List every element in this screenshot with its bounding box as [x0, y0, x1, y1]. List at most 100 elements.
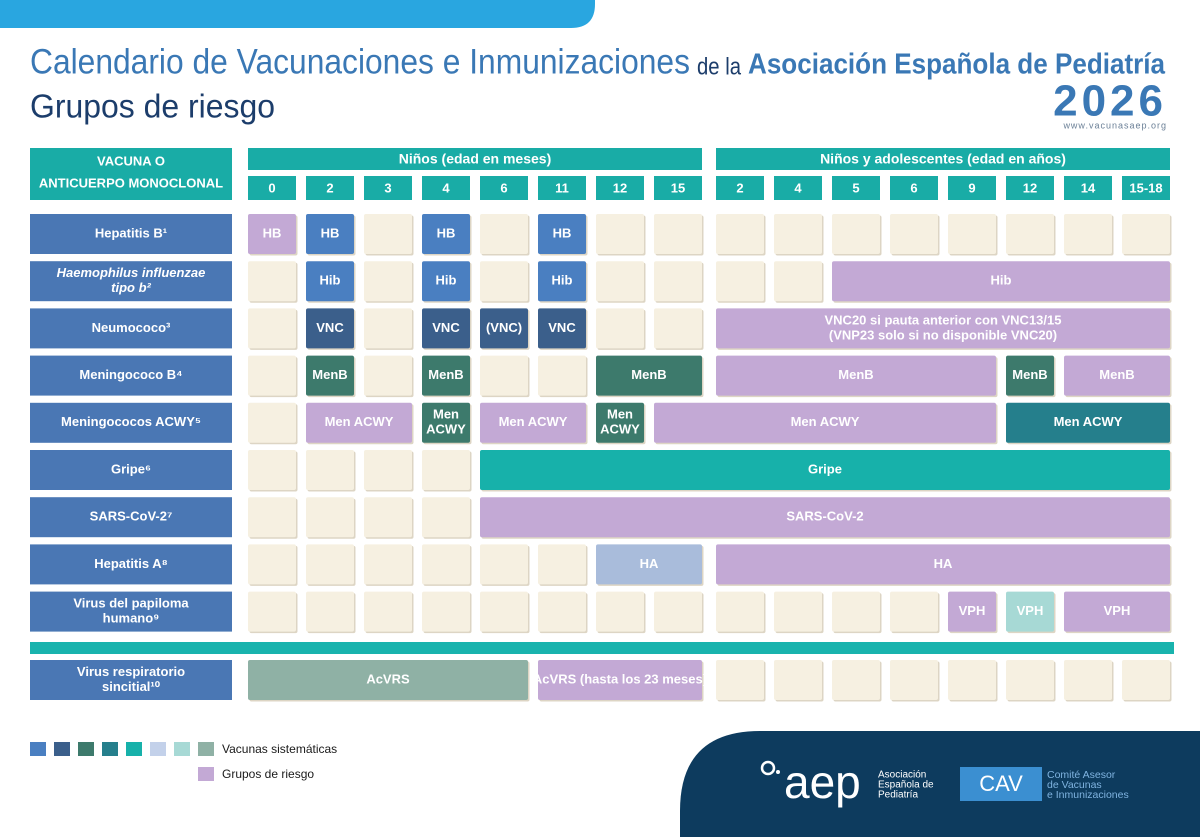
vaccine-label: HB [321, 225, 340, 240]
group-label: Niños (edad en meses) [399, 151, 552, 167]
vaccine-label: VPH [959, 603, 986, 618]
empty-cell [364, 261, 412, 302]
vaccine-label: VNC [432, 320, 460, 335]
cav-name: de Vacunas [1047, 779, 1102, 791]
row-label: tipo b² [111, 280, 151, 295]
empty-cell [1122, 214, 1170, 254]
empty-cell [1064, 214, 1112, 254]
top-bar [0, 0, 595, 28]
row-label-box [30, 214, 232, 254]
aep-icon [760, 760, 776, 776]
empty-cell [306, 591, 354, 632]
age-header [538, 176, 586, 200]
empty-cell [596, 214, 644, 254]
vaccine-cell [422, 402, 470, 443]
age-label: 9 [968, 180, 975, 195]
separator [30, 642, 1174, 654]
legend-swatch [198, 767, 214, 781]
row-label-box [30, 355, 232, 396]
vaccine-label: Men ACWY [499, 414, 568, 429]
empty-cell [248, 450, 296, 490]
age-label: 5 [852, 180, 859, 195]
vaccine-cell [480, 308, 528, 349]
website: www.vacunasaep.org [1062, 120, 1167, 130]
legend-swatch [102, 742, 118, 756]
vaccine-label: Men ACWY [325, 414, 394, 429]
age-label: 6 [910, 180, 917, 195]
vaccine-label: VNC20 si pauta anterior con VNC13/15 [825, 312, 1062, 327]
cav-name: e Inmunizaciones [1047, 789, 1129, 801]
empty-cell [248, 402, 296, 443]
vaccine-cell [480, 450, 1170, 490]
vaccine-label: SARS-CoV-2 [786, 509, 863, 524]
empty-cell [248, 308, 296, 349]
empty-cell [538, 544, 586, 585]
vaccine-label: ACWY [426, 422, 466, 437]
vaccine-cell [948, 591, 996, 632]
cav-mark: CAV [979, 771, 1023, 796]
vaccine-cell [1064, 591, 1170, 632]
empty-cell [364, 450, 412, 490]
logo-panel [680, 731, 1200, 837]
empty-cell [832, 660, 880, 700]
vaccine-label: MenB [312, 367, 347, 382]
empty-cell [1006, 660, 1054, 700]
legend-swatch [54, 742, 70, 756]
age-header [248, 176, 296, 200]
vaccine-label: Men ACWY [1054, 414, 1123, 429]
age-header [1006, 176, 1054, 200]
empty-cell [248, 591, 296, 632]
row-label-box [30, 402, 232, 443]
vaccine-cell [422, 261, 470, 302]
legend-swatch [78, 742, 94, 756]
empty-cell [1122, 660, 1170, 700]
empty-cell [306, 544, 354, 585]
row-label: Hepatitis B¹ [95, 225, 167, 240]
row-label-box [30, 308, 232, 349]
vaccine-cell [248, 214, 296, 254]
age-header [1064, 176, 1112, 200]
vaccine-label: Hib [320, 273, 341, 288]
vaccine-label: (VNC) [486, 320, 522, 335]
age-label: 4 [442, 180, 450, 195]
group-header [716, 148, 1170, 170]
vaccine-cell [306, 308, 354, 349]
row-label-box [30, 497, 232, 538]
empty-cell [654, 214, 702, 254]
group-header [248, 148, 702, 170]
row-label: humano⁹ [103, 611, 160, 626]
row-label: Hepatitis A⁸ [94, 556, 168, 571]
vaccine-cell [480, 402, 586, 443]
empty-cell [538, 591, 586, 632]
age-header [716, 176, 764, 200]
age-label: 12 [1023, 180, 1037, 195]
empty-cell [422, 544, 470, 585]
empty-cell [832, 214, 880, 254]
corner-text: VACUNA O [97, 153, 165, 168]
vaccine-label: Men [433, 407, 459, 422]
empty-cell [596, 308, 644, 349]
vaccine-cell [538, 308, 586, 349]
vaccine-cell [538, 261, 586, 302]
vaccine-label: (VNP23 solo si no disponible VNC20) [829, 327, 1057, 342]
vaccine-cell [1006, 402, 1170, 443]
vaccine-label: AcVRS [366, 671, 410, 686]
row-label-box [30, 544, 232, 585]
empty-cell [538, 355, 586, 396]
vaccine-cell [306, 402, 412, 443]
vaccine-label: ACWY [600, 422, 640, 437]
age-header [306, 176, 354, 200]
empty-cell [422, 591, 470, 632]
vaccine-label: HB [553, 225, 572, 240]
empty-cell [948, 214, 996, 254]
vaccine-label: Hib [552, 273, 573, 288]
empty-cell [832, 591, 880, 632]
vaccine-cell [596, 544, 702, 585]
vaccine-label: Hib [991, 273, 1012, 288]
age-label: 15 [671, 180, 685, 195]
empty-cell [248, 497, 296, 538]
empty-cell [364, 308, 412, 349]
row-label: Virus respiratorio [77, 664, 185, 679]
empty-cell [716, 261, 764, 302]
row-label: Haemophilus influenzae [57, 265, 206, 280]
